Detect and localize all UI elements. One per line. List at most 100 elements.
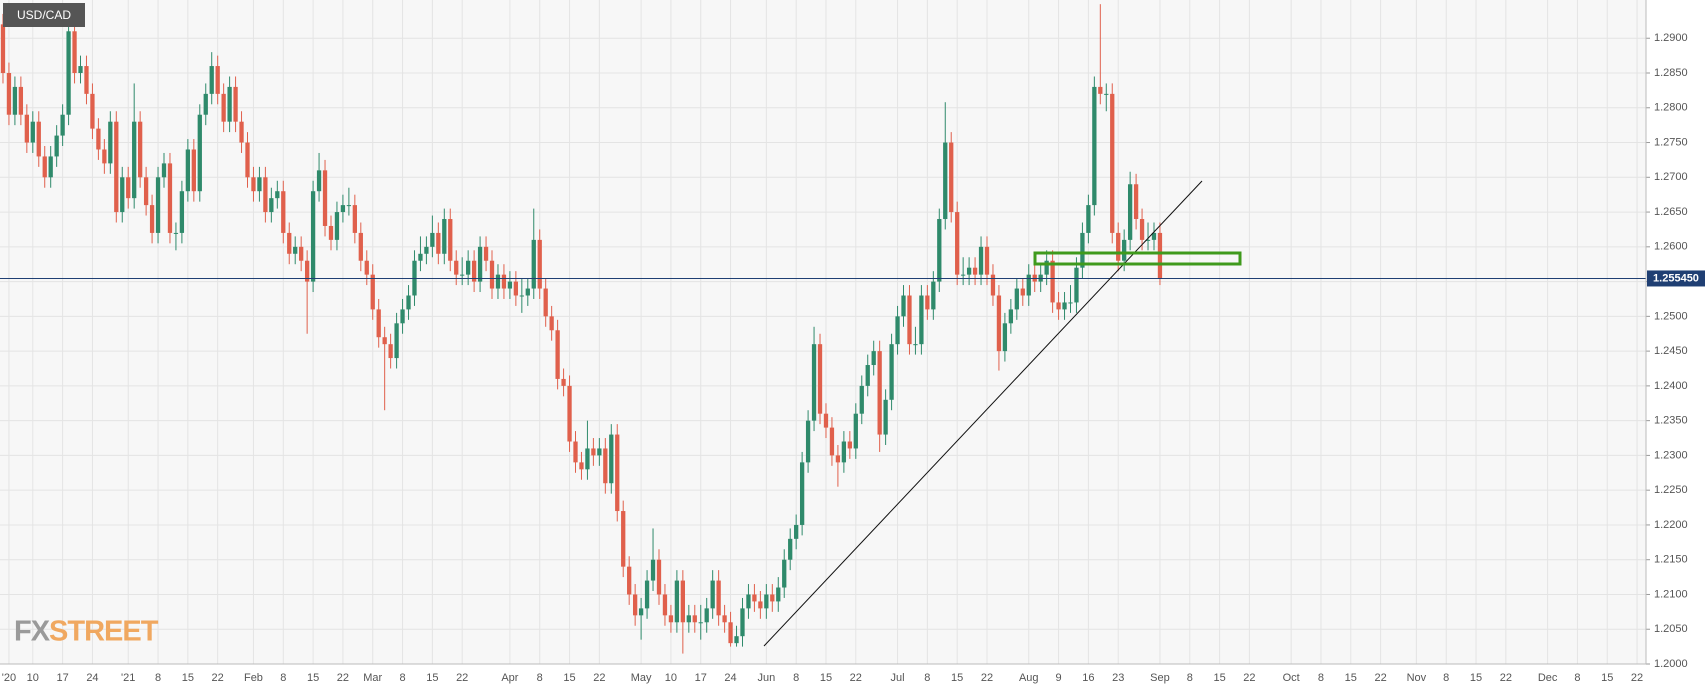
candle-body — [316, 170, 322, 192]
candle-body — [907, 295, 912, 345]
candle-body — [346, 205, 352, 207]
candle-body — [668, 615, 674, 623]
candle-body — [340, 205, 346, 213]
candle-body — [972, 267, 978, 275]
y-tick-label: 1.2300 — [1654, 449, 1688, 461]
candle-body — [579, 462, 584, 470]
candle-body — [901, 295, 906, 317]
candle-body — [78, 66, 83, 74]
candle-body — [597, 448, 602, 456]
candle-body — [1133, 184, 1139, 220]
candle-body — [758, 601, 763, 609]
x-tick-label: Aug — [1019, 672, 1039, 684]
y-tick-label: 1.2500 — [1654, 310, 1688, 322]
candle-body — [406, 295, 411, 310]
x-tick-label: 8 — [1187, 672, 1193, 684]
candle-body — [531, 239, 536, 289]
candle-body — [167, 163, 173, 233]
candle-body — [299, 246, 304, 261]
candle-body — [322, 170, 328, 226]
candle-body — [197, 114, 202, 192]
candle-body — [6, 73, 12, 115]
y-tick-label: 1.2450 — [1654, 345, 1688, 357]
candle-body — [263, 177, 268, 213]
candle-body — [376, 309, 381, 338]
candle-body — [627, 566, 632, 595]
candle-body — [382, 337, 387, 345]
candle-body — [662, 594, 668, 616]
x-tick-label: 8 — [155, 672, 161, 684]
candle-body — [686, 615, 691, 623]
candle-body — [925, 295, 930, 310]
price-badge — [1647, 270, 1705, 287]
candle-body — [370, 274, 375, 310]
candle-body — [215, 66, 220, 94]
candle-body — [60, 114, 65, 136]
x-tick-label: 15 — [182, 672, 194, 684]
candle-body — [442, 219, 447, 254]
price-label: 1.255450 — [1653, 272, 1699, 284]
candle-body — [537, 239, 542, 289]
candle-body — [609, 434, 614, 484]
candle-body — [507, 281, 513, 289]
y-tick-label: 1.2200 — [1654, 519, 1688, 531]
candle-body — [799, 462, 805, 525]
candle-body — [788, 538, 793, 560]
x-tick-label: 8 — [1574, 672, 1580, 684]
candle-body — [1062, 302, 1067, 310]
candle-body — [466, 260, 471, 275]
candle-body — [501, 274, 507, 289]
candle-body — [245, 142, 250, 178]
candle-body — [400, 309, 405, 324]
candle-body — [895, 316, 900, 345]
candle-body — [961, 274, 966, 276]
candle-body — [483, 246, 489, 261]
candle-body — [179, 191, 185, 233]
candle-body — [1020, 288, 1025, 296]
candle-body — [1110, 93, 1115, 233]
candle-body — [138, 121, 143, 178]
y-tick-label: 1.2600 — [1654, 241, 1688, 253]
x-tick-label: 22 — [337, 672, 349, 684]
symbol-label: USD/CAD — [17, 8, 71, 22]
candle-body — [257, 177, 262, 192]
candle-body — [239, 121, 244, 143]
candle-body — [436, 232, 441, 254]
candle-body — [770, 594, 775, 602]
y-tick-label: 1.2850 — [1654, 67, 1688, 79]
y-tick-label: 1.2000 — [1654, 658, 1688, 670]
candle-body — [185, 149, 191, 192]
candle-body — [364, 260, 369, 275]
candle-body — [1104, 93, 1109, 95]
candle-body — [644, 580, 650, 609]
candle-body — [72, 31, 77, 74]
candle-body — [996, 295, 1002, 352]
candle-body — [418, 253, 423, 261]
candle-body — [764, 594, 769, 609]
x-tick-label: 17 — [695, 672, 707, 684]
candle-body — [877, 351, 882, 435]
candle-body — [30, 121, 35, 143]
candle-body — [221, 93, 226, 122]
candle-body — [913, 344, 918, 346]
x-tick-label: Nov — [1407, 672, 1427, 684]
candle-body — [513, 281, 519, 296]
candle-body — [650, 559, 656, 581]
x-tick-label: Jul — [891, 672, 905, 684]
candle-body — [120, 177, 125, 213]
candle-body — [203, 93, 208, 115]
candle-body — [448, 219, 453, 261]
candle-body — [269, 198, 274, 213]
candle-body — [1127, 184, 1133, 240]
candle-body — [1050, 260, 1055, 303]
candle-body — [722, 615, 727, 623]
x-tick-label: 22 — [1500, 672, 1512, 684]
x-tick-label: Jun — [757, 672, 775, 684]
x-tick-label: 16 — [1082, 672, 1094, 684]
candle-body — [191, 149, 196, 192]
candle-body — [477, 246, 483, 282]
candle-body — [0, 24, 6, 74]
candle-body — [746, 594, 751, 609]
candle-body — [740, 608, 745, 637]
